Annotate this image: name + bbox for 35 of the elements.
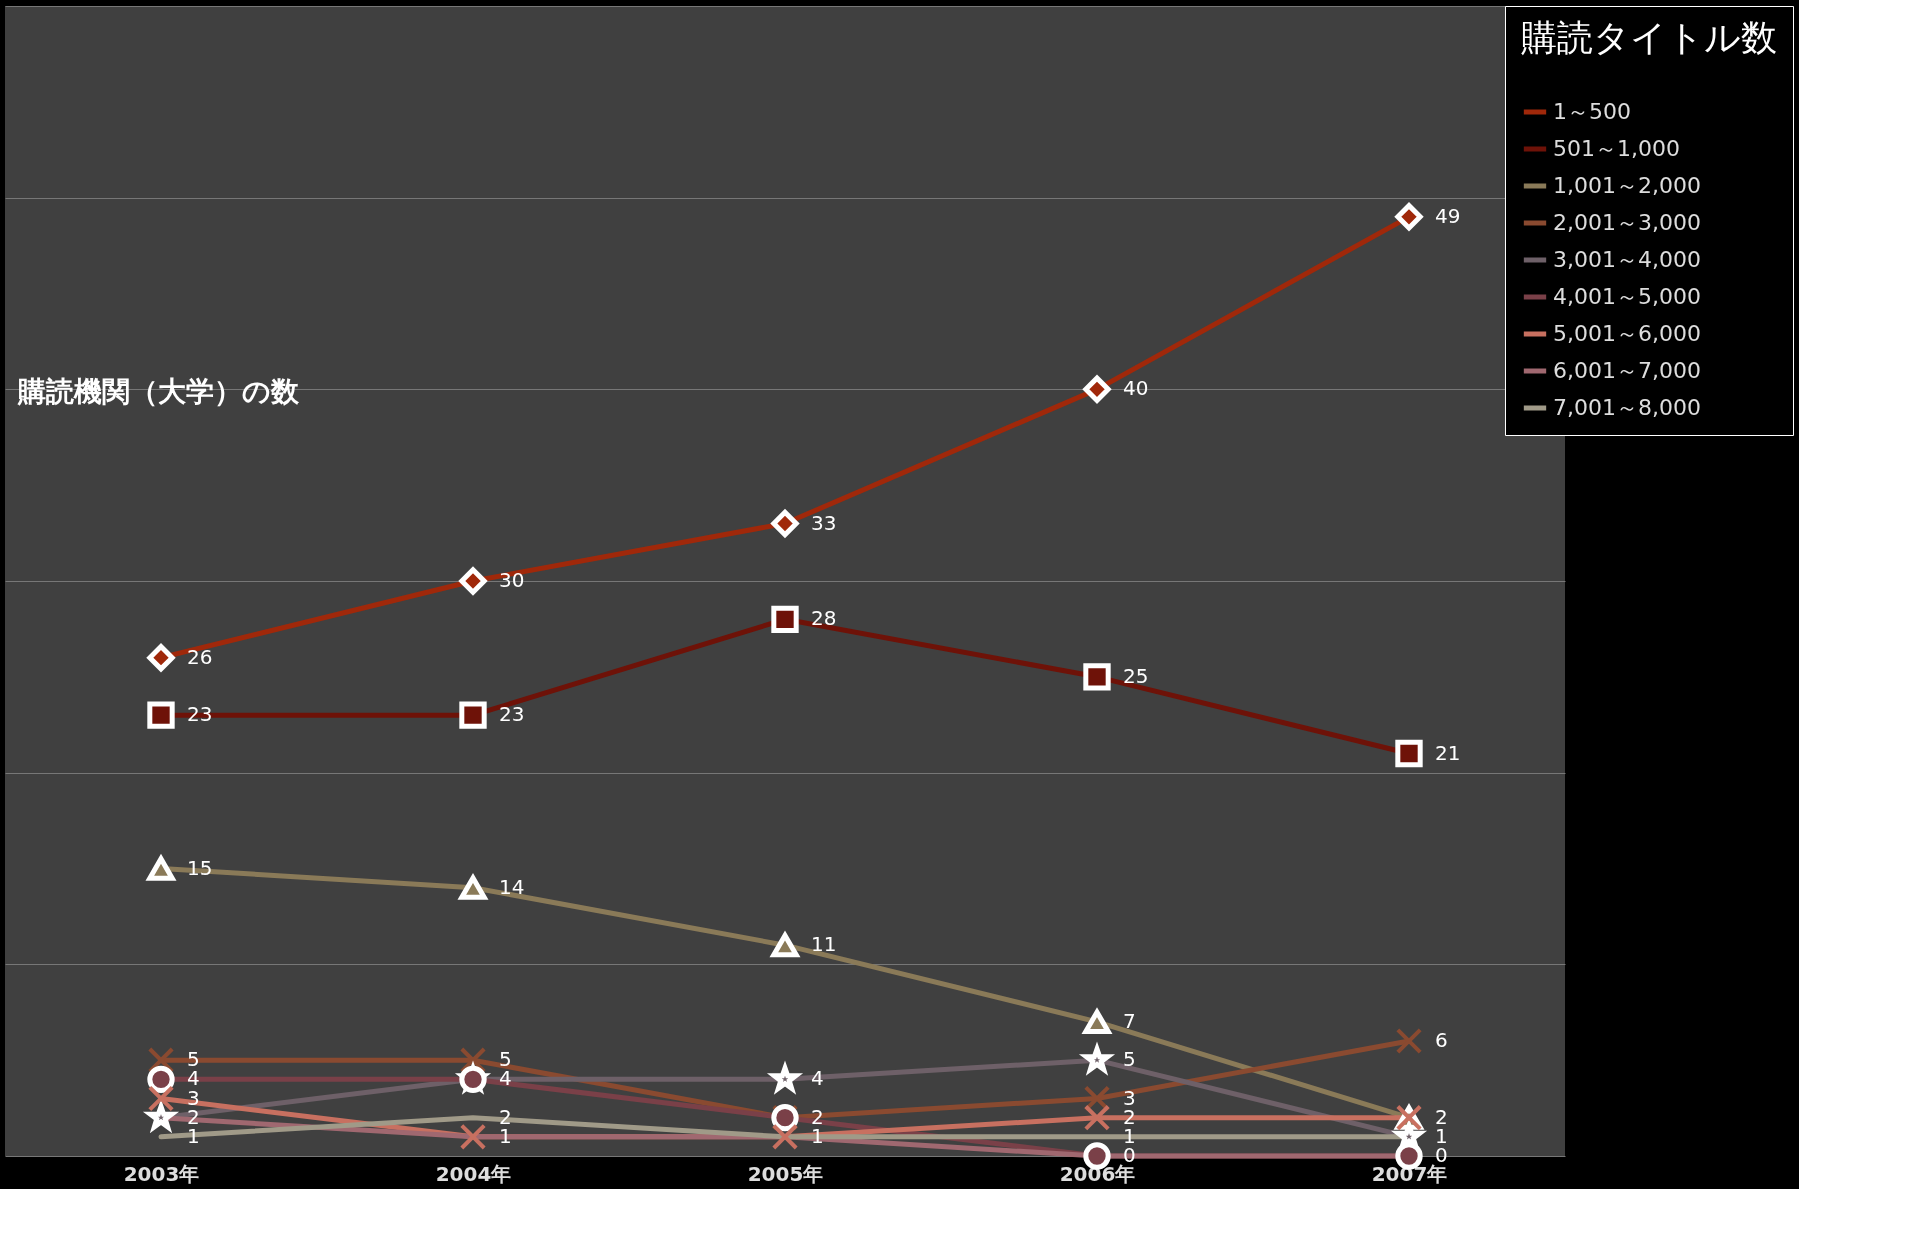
data-label: 25 bbox=[1123, 663, 1149, 688]
data-label: 15 bbox=[187, 855, 213, 880]
legend-label: 1～500 bbox=[1553, 99, 1631, 124]
x-tick-label: 2004年 bbox=[435, 1161, 512, 1186]
data-label: 6 bbox=[1435, 1028, 1448, 1052]
data-label: 1 bbox=[1123, 1123, 1136, 1148]
y-axis-title: 購読機関（大学）の数 bbox=[16, 374, 300, 408]
data-label: 23 bbox=[499, 702, 525, 727]
legend-label: 501～1,000 bbox=[1553, 136, 1680, 161]
data-label: 30 bbox=[499, 568, 525, 592]
data-label: 3 bbox=[1123, 1085, 1136, 1110]
legend-label: 4,001～5,000 bbox=[1553, 284, 1701, 309]
data-label: 5 bbox=[1123, 1047, 1136, 1072]
x-tick-label: 2006年 bbox=[1059, 1161, 1136, 1186]
legend-label: 7,001～8,000 bbox=[1553, 395, 1701, 420]
legend-label: 6,001～7,000 bbox=[1553, 358, 1701, 383]
data-label: 23 bbox=[187, 702, 213, 727]
legend-label: 1,001～2,000 bbox=[1553, 173, 1701, 198]
legend-label: 5,001～6,000 bbox=[1553, 321, 1701, 346]
data-label: 2 bbox=[811, 1104, 824, 1129]
data-label: 11 bbox=[811, 932, 837, 957]
legend-label: 2,001～3,000 bbox=[1553, 210, 1701, 235]
data-label: 40 bbox=[1123, 376, 1149, 401]
data-label: 33 bbox=[811, 510, 837, 535]
legend-label: 3,001～4,000 bbox=[1553, 247, 1701, 272]
data-label: 21 bbox=[1435, 740, 1461, 765]
x-tick-label: 2003年 bbox=[123, 1161, 200, 1186]
data-label: 28 bbox=[811, 606, 837, 631]
data-label: 4 bbox=[811, 1066, 824, 1091]
data-label: 49 bbox=[1435, 203, 1461, 228]
x-tick-label: 2005年 bbox=[747, 1161, 824, 1186]
data-label: 26 bbox=[187, 644, 213, 669]
data-label: 7 bbox=[1123, 1008, 1136, 1033]
data-label: 14 bbox=[499, 874, 525, 899]
legend-title: 購読タイトル数 bbox=[1521, 17, 1777, 58]
